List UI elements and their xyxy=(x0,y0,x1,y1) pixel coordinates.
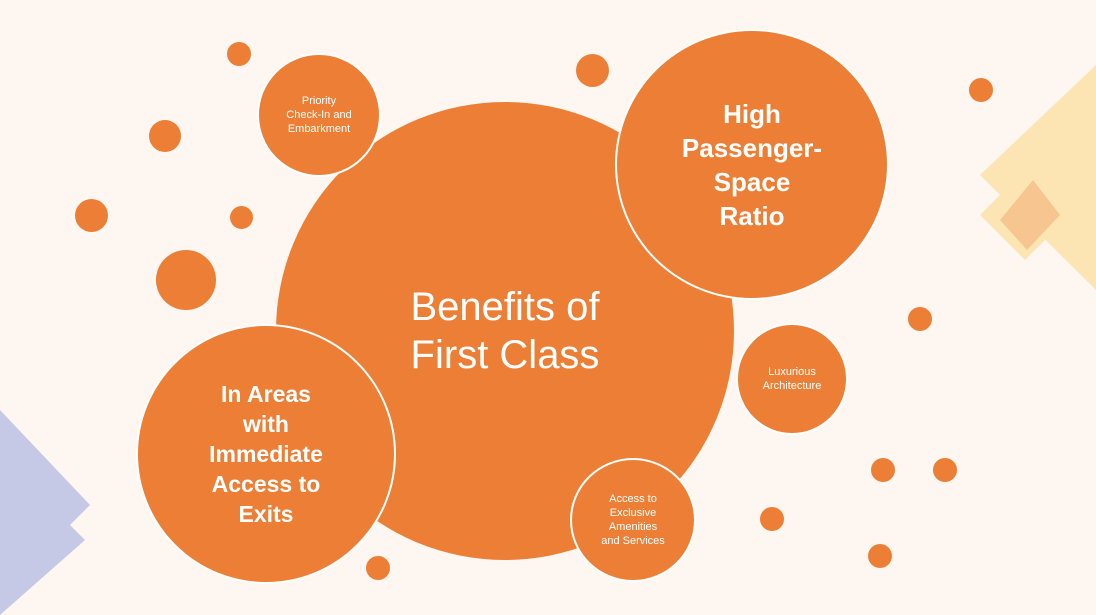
decorative-dot xyxy=(149,120,181,152)
yellow-diamond xyxy=(980,65,1096,290)
decorative-dot xyxy=(227,42,251,66)
node-bubble-exits: In Areas with Immediate Access to Exits xyxy=(136,324,396,584)
center-title: Benefits of First Class xyxy=(410,285,600,377)
decorative-dot xyxy=(969,78,993,102)
node-label-amenities: Access to Exclusive Amenities and Servic… xyxy=(601,493,665,547)
node-bubble-architecture: Luxurious Architecture xyxy=(736,323,848,435)
decorative-dot xyxy=(760,507,784,531)
node-label-priority: Priority Check-In and Embarkment xyxy=(286,95,352,135)
decorative-dot xyxy=(366,556,390,580)
node-label-architecture: Luxurious Architecture xyxy=(762,366,822,392)
node-bubble-priority: Priority Check-In and Embarkment xyxy=(257,53,381,177)
decorative-dot xyxy=(868,544,892,568)
decorative-dot xyxy=(75,199,108,232)
decorative-dot xyxy=(156,250,216,310)
orange-diamond xyxy=(1000,180,1060,250)
node-bubble-amenities: Access to Exclusive Amenities and Servic… xyxy=(570,458,696,582)
decorative-dot xyxy=(230,206,253,229)
decorative-diamonds-right xyxy=(980,65,1096,290)
blue-diamond xyxy=(0,410,90,615)
node-bubble-space: High Passenger- Space Ratio xyxy=(615,29,889,300)
node-label-space: High Passenger- Space Ratio xyxy=(681,98,823,231)
node-label-exits: In Areas with Immediate Access to Exits xyxy=(209,381,323,527)
decorative-dot xyxy=(576,54,609,87)
decorative-dot xyxy=(871,458,895,482)
decorative-diamond-left xyxy=(0,410,90,615)
decorative-dot xyxy=(933,458,957,482)
decorative-dot xyxy=(908,307,932,331)
